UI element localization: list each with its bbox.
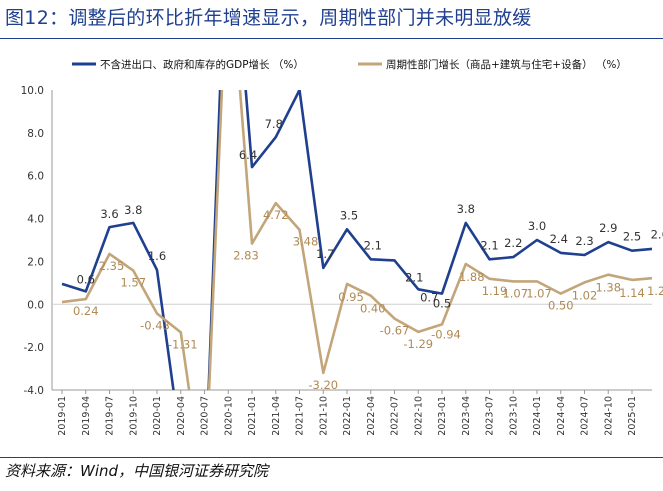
data-label-gdp: 3.0 [528, 219, 546, 233]
data-label-gdp: 2.6 [651, 228, 663, 242]
data-label-cyclical: -0.67 [380, 324, 410, 338]
y-tick-label: 2.0 [27, 256, 44, 268]
y-tick-label: 10.0 [21, 85, 44, 97]
y-tick-label: 4.0 [27, 214, 44, 226]
legend-label-gdp: 不含进出口、政府和库存的GDP增长 （%） [100, 58, 304, 71]
data-label-gdp: 6.4 [239, 148, 257, 162]
data-label-cyclical: 0.24 [73, 304, 99, 318]
data-label-gdp: 3.5 [340, 208, 358, 222]
x-tick-label: 2022-10 [413, 396, 424, 436]
data-label-cyclical: -0.94 [431, 327, 461, 341]
data-label-cyclical: 1.14 [619, 286, 645, 300]
x-tick-label: 2024-01 [532, 396, 543, 436]
data-label-gdp: 2.1 [480, 238, 498, 252]
title-rule [0, 38, 663, 39]
x-tick-label: 2019-01 [57, 396, 68, 436]
line-chart: 不含进出口、政府和库存的GDP增长 （%） 周期性部门增长（商品+建筑与住宅+设备… [21, 58, 663, 436]
source-note: 资料来源：Wind，中国银河证券研究院 [5, 462, 269, 480]
x-tick-label: 2023-10 [508, 396, 519, 436]
y-tick-label: 6.0 [27, 171, 44, 183]
data-label-cyclical: 1.19 [482, 284, 508, 298]
data-label-cyclical: 1.57 [120, 276, 146, 290]
x-tick-label: 2020-07 [200, 396, 211, 436]
data-label-gdp: 2.2 [504, 236, 522, 250]
x-tick-label: 2023-07 [485, 396, 496, 436]
series-line-cyclical [61, 90, 652, 390]
x-tick-label: 2023-01 [437, 396, 448, 436]
data-label-gdp: 2.5 [623, 230, 641, 244]
data-label-gdp: 3.8 [124, 203, 142, 217]
x-tick-label: 2020-01 [152, 396, 163, 436]
x-tick-label: 2019-04 [81, 396, 92, 436]
chart-legend: 不含进出口、政府和库存的GDP增长 （%） 周期性部门增长（商品+建筑与住宅+设备… [72, 58, 627, 71]
data-label-gdp: 2.1 [364, 238, 382, 252]
data-label-cyclical: 2.35 [99, 259, 125, 273]
x-tick-label: 2024-07 [580, 396, 591, 436]
source-rule [0, 457, 663, 458]
data-label-cyclical: -1.31 [168, 337, 198, 351]
data-label-gdp: 3.6 [100, 207, 118, 221]
data-label-gdp: 2.3 [575, 234, 593, 248]
data-label-gdp: 2.1 [405, 270, 423, 284]
data-label-gdp: 1.6 [148, 249, 166, 263]
data-label-cyclical: 1.38 [595, 281, 621, 295]
data-label-cyclical: -1.29 [403, 337, 433, 351]
data-label-cyclical: 1.07 [502, 286, 528, 300]
data-label-cyclical: 1.88 [459, 270, 485, 284]
data-label-gdp: 3.8 [457, 202, 475, 216]
data-label-cyclical: -3.20 [308, 378, 338, 392]
x-tick-label: 2024-04 [556, 396, 567, 436]
x-tick-label: 2024-10 [603, 396, 614, 436]
data-label-cyclical: 1.07 [526, 286, 552, 300]
data-label-cyclical: 2.83 [233, 249, 259, 263]
data-label-cyclical: 0.95 [338, 290, 364, 304]
legend-label-cyclical: 周期性部门增长（商品+建筑与住宅+设备） （%） [386, 58, 627, 71]
y-tick-label: -2.0 [24, 342, 45, 354]
x-tick-label: 2023-04 [461, 396, 472, 436]
data-label-gdp: 2.4 [550, 232, 568, 246]
data-label-gdp: 0.6 [77, 272, 95, 286]
x-tick-label: 2021-10 [318, 396, 329, 436]
x-tick-label: 2022-01 [342, 396, 353, 436]
x-tick-label: 2021-07 [295, 396, 306, 436]
data-label-cyclical: 1.02 [572, 288, 598, 302]
data-label-cyclical: 3.48 [293, 235, 319, 249]
chart-title: 图12：调整后的环比折年增速显示，周期性部门并未明显放缓 [5, 7, 532, 29]
x-tick-label: 2021-01 [247, 396, 258, 436]
chart-axes: 10.0 8.0 6.0 4.0 2.0 0.0 -2.0 -4.0 2019-01 2019-0… [21, 85, 652, 436]
data-label-cyclical: 0.40 [360, 302, 386, 316]
x-tick-label: 2020-04 [176, 396, 187, 436]
x-tick-label: 2025-01 [627, 396, 638, 436]
series-lines [61, 90, 652, 390]
x-tick-label: 2019-07 [105, 396, 116, 436]
data-label-cyclical: -0.43 [140, 319, 170, 333]
series-line-gdp [61, 90, 652, 390]
y-tick-label: 8.0 [27, 128, 44, 140]
data-label-gdp: 0.7 [420, 290, 438, 304]
x-tick-label: 2021-04 [271, 396, 282, 436]
data-label-cyclical: 1.23 [647, 284, 663, 298]
data-label-gdp: 0.5 [433, 297, 451, 311]
data-label-gdp: 7.8 [265, 117, 283, 131]
y-tick-label: 0.0 [27, 299, 44, 311]
data-label-cyclical: 4.72 [263, 208, 289, 222]
x-tick-label: 2022-04 [366, 396, 377, 436]
data-labels: 0.6 3.6 3.8 1.6 6.4 7.8 1.7 3.5 2.1 2.1 0.5 3.8 2.1 2… [73, 117, 663, 392]
data-label-gdp: 1.7 [316, 247, 334, 261]
data-label-gdp: 2.9 [599, 221, 617, 235]
x-tick-label: 2019-10 [128, 396, 139, 436]
data-label-cyclical: 0.50 [548, 299, 574, 313]
x-tick-label: 2020-10 [223, 396, 234, 436]
y-tick-label: -4.0 [24, 385, 45, 397]
x-tick-label: 2022-07 [390, 396, 401, 436]
